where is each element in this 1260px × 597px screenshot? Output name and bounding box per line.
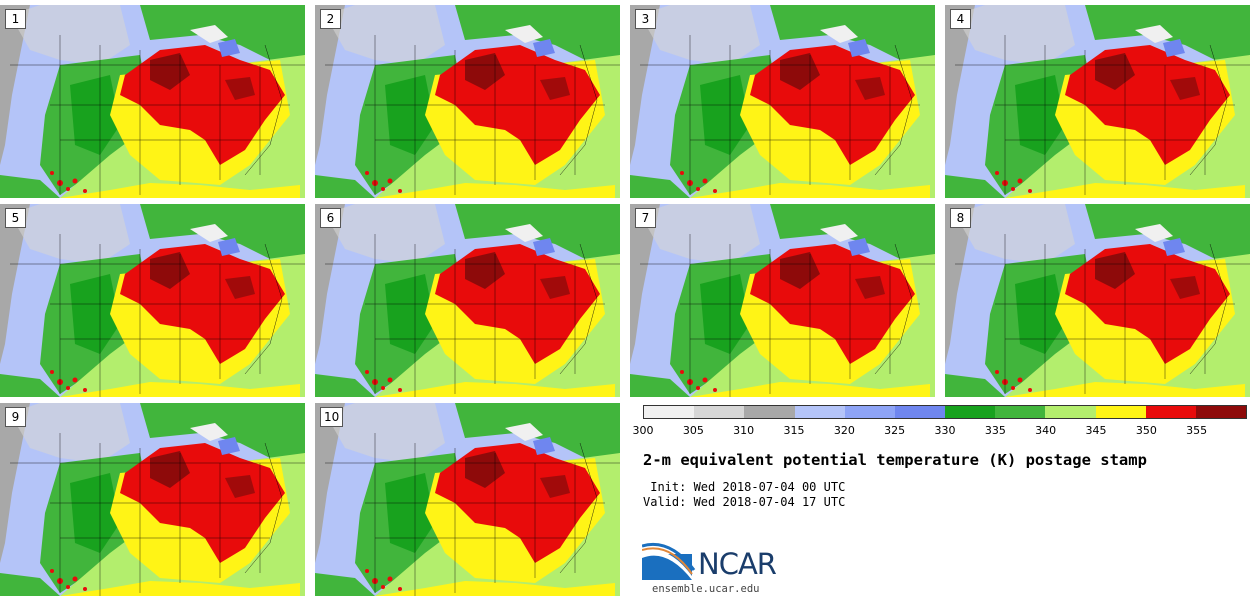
colorbar-tick-label: 305 [682,424,704,437]
colorbar-tick-label: 325 [884,424,906,437]
colorbar-tick-label: 345 [1085,424,1107,437]
map-image [945,5,1250,198]
panel-2: 2 [315,5,620,198]
colorbar-segment [1195,406,1247,418]
colorbar-segment [644,406,695,418]
panel-number: 1 [5,9,26,29]
colorbar-segment [1145,406,1196,418]
map-image [0,403,305,596]
panel-10: 10 [315,403,620,596]
ncar-logo-icon [642,542,696,580]
ncar-logo-text: NCAR [698,547,777,581]
colorbar-segment [1045,406,1096,418]
colorbar-tick-label: 300 [632,424,654,437]
colorbar-segment [694,406,745,418]
map-image [945,204,1250,397]
panel-number: 9 [5,407,26,427]
panel-number: 8 [950,208,971,228]
colorbar-tick-label: 330 [934,424,956,437]
panel-4: 4 [945,5,1250,198]
map-image [315,403,620,596]
valid-time: Valid: Wed 2018-07-04 17 UTC [643,495,846,509]
map-image [315,204,620,397]
colorbar-tick-label: 320 [833,424,855,437]
colorbar-tick-label: 335 [984,424,1006,437]
map-image [0,5,305,198]
init-time: Init: Wed 2018-07-04 00 UTC [643,480,846,494]
colorbar-tick-label: 350 [1135,424,1157,437]
panel-7: 7 [630,204,935,397]
panel-1: 1 [0,5,305,198]
map-image [315,5,620,198]
panel-number: 6 [320,208,341,228]
colorbar-segment [844,406,895,418]
panel-5: 5 [0,204,305,397]
panel-number: 7 [635,208,656,228]
panel-number: 10 [320,407,344,427]
colorbar-segment [1095,406,1146,418]
panel-number: 3 [635,9,656,29]
page-title: 2-m equivalent potential temperature (K)… [643,451,1147,469]
map-image [630,5,935,198]
colorbar-segment [945,406,996,418]
panel-6: 6 [315,204,620,397]
panel-9: 9 [0,403,305,596]
colorbar-tick-label: 355 [1186,424,1208,437]
map-image [0,204,305,397]
colorbar-tick-label: 315 [783,424,805,437]
colorbar-segment [794,406,845,418]
colorbar [643,405,1247,419]
colorbar-tick-label: 310 [733,424,755,437]
panel-number: 4 [950,9,971,29]
map-image [630,204,935,397]
panel-8: 8 [945,204,1250,397]
site-url: ensemble.ucar.edu [652,583,760,595]
colorbar-segment [744,406,795,418]
colorbar-segment [894,406,946,418]
colorbar-tick-label: 340 [1035,424,1057,437]
colorbar-segment [995,406,1046,418]
panel-3: 3 [630,5,935,198]
panel-number: 2 [320,9,341,29]
panel-number: 5 [5,208,26,228]
